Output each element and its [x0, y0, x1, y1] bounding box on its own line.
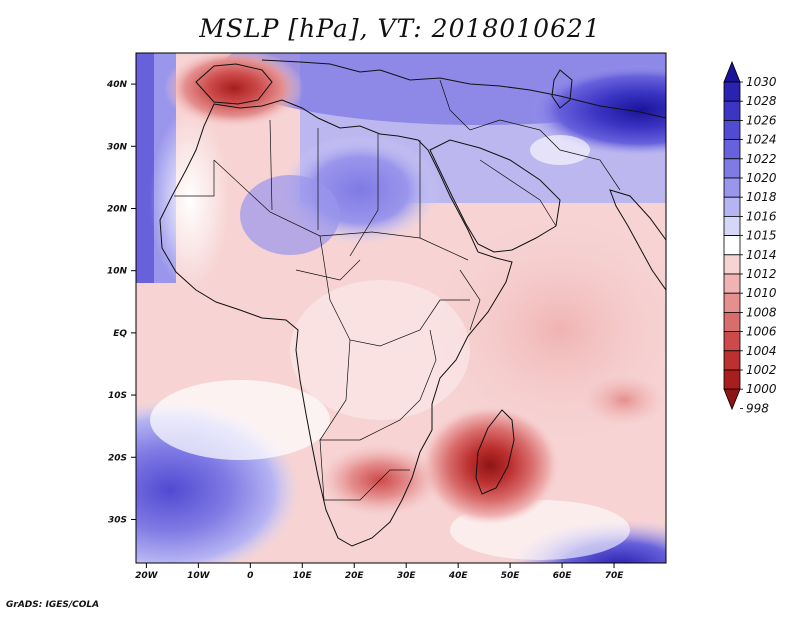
arabia-coastline [429, 139, 561, 253]
lon-tick-label: 10E [293, 571, 313, 581]
latitude-axis: 40N 30N 20N 10N EQ 10S 20S 30S [106, 80, 136, 525]
colorbar-label: 1015 [746, 229, 777, 243]
lon-tick-label: 10W [187, 571, 211, 581]
central-asia-high-field [530, 65, 666, 155]
colorbar-label: 1030 [746, 75, 777, 89]
lon-tick-label: 30E [397, 571, 417, 581]
grads-credit: GrADS: IGES/COLA [6, 600, 100, 610]
colorbar-swatch [723, 196, 741, 217]
lat-tick-label: EQ [113, 329, 127, 339]
colorbar-swatch [723, 120, 741, 141]
lon-tick-label: 20W [135, 571, 159, 581]
lat-tick-label: 20N [107, 204, 128, 214]
lat-tick-label: 10S [108, 391, 127, 401]
colorbar-label: 998 [746, 401, 769, 415]
lat-tick-label: 40N [106, 80, 128, 90]
lon-tick-label: 70E [605, 571, 625, 581]
colorbar-label: 1000 [746, 382, 777, 396]
atlantic-blue-edge [136, 53, 154, 283]
westafrica-blue [240, 175, 340, 255]
colorbar-swatch [723, 81, 741, 102]
colorbar-label: 1010 [746, 286, 777, 300]
atlantic-white-band [150, 110, 230, 290]
south-white-band [150, 380, 330, 460]
colorbar-swatch [723, 292, 741, 313]
colorbar-swatch [723, 350, 741, 371]
central-africa-light [290, 280, 470, 420]
colorbar-top-arrow [723, 60, 741, 83]
colorbar-label: 1020 [746, 171, 777, 185]
colorbar-label: 1016 [746, 209, 777, 223]
lon-tick-label: 20E [345, 571, 365, 581]
colorbar-label: 1018 [746, 190, 777, 204]
pressure-field [136, 53, 666, 563]
madagascar-coastline [475, 409, 515, 495]
chart-title: MSLP [hPa], VT: 2018010621 [199, 14, 601, 43]
iberia-coastline [195, 63, 273, 105]
colorbar-label: 1022 [746, 152, 777, 166]
colorbar-swatch [723, 311, 741, 332]
colorbar-label: 1026 [746, 113, 777, 127]
plot-frame [135, 52, 667, 564]
colorbar-label: 1006 [746, 325, 777, 339]
caspian-coastline [551, 69, 573, 109]
colorbar-swatch [723, 158, 741, 179]
colorbar-swatch [723, 215, 741, 236]
colorbar-swatch [723, 273, 741, 294]
colorbar-swatch [723, 369, 741, 390]
lon-tick-label: 0 [247, 571, 253, 581]
lat-tick-label: 20S [108, 453, 127, 463]
colorbar-label: 1012 [746, 267, 777, 281]
longitude-axis: 20W 10W 0 10E 20E 30E 40E 50E 60E 70E [135, 563, 624, 581]
mid-ocean-low-field [584, 375, 664, 425]
india-coastline [609, 189, 666, 291]
lon-tick-label: 50E [501, 571, 521, 581]
lat-tick-label: 10N [107, 267, 128, 277]
lon-tick-label: 60E [553, 571, 573, 581]
colorbar-swatch [723, 331, 741, 352]
colorbar-label: 1028 [746, 94, 777, 108]
coastlines [159, 59, 666, 547]
colorbar-label: 1024 [746, 133, 777, 147]
colorbar-label: 1002 [746, 363, 777, 377]
lat-tick-label: 30S [108, 515, 127, 525]
colorbar-bottom-arrow [723, 388, 741, 411]
colorbar-label: 1014 [746, 248, 777, 262]
colorbar-label: 1008 [746, 305, 777, 319]
europe-coastline [261, 59, 666, 119]
lat-tick-label: 30N [107, 142, 128, 152]
colorbar-swatch [723, 139, 741, 160]
iberia-low-field [164, 53, 304, 128]
country-borders [174, 79, 621, 501]
madagascar-low-field [420, 405, 560, 525]
colorbar-label: 1004 [746, 344, 777, 358]
colorbar: 1030 1028 1026 1024 1022 1020 1018 1016 1015 1014… [723, 60, 777, 415]
colorbar-swatch [723, 100, 741, 121]
colorbar-swatch [723, 177, 741, 198]
africa-coastline [159, 99, 513, 547]
colorbar-swatch [723, 235, 741, 256]
colorbar-swatch [723, 254, 741, 275]
lon-tick-label: 40E [448, 571, 469, 581]
